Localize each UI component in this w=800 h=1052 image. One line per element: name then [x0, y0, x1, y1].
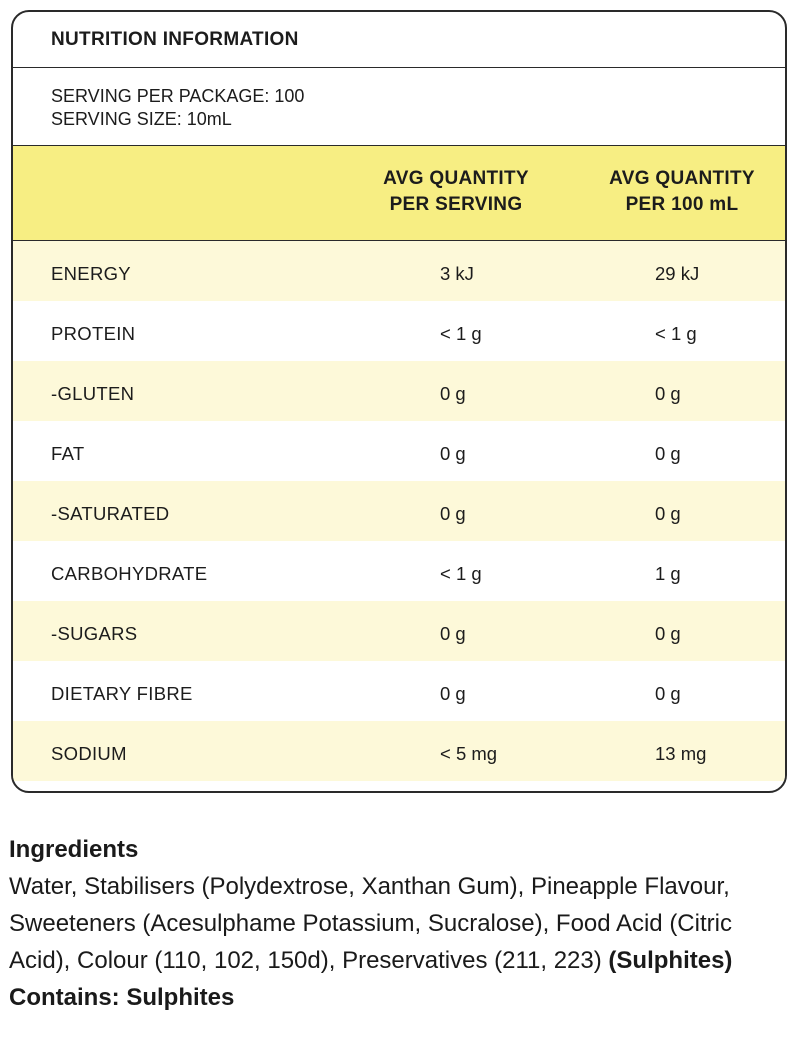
per-serving-value: 0 g: [440, 683, 466, 704]
col-header-per-100ml-line1: AVG QUANTITY: [609, 168, 755, 189]
nutrient-name: SODIUM: [51, 743, 127, 764]
per-100ml-value: < 1 g: [655, 323, 697, 344]
serving-size: SERVING SIZE: 10mL: [51, 109, 232, 129]
nutrient-name: DIETARY FIBRE: [51, 683, 193, 704]
table-row: ENERGY 3 kJ 29 kJ: [13, 241, 785, 301]
nutrient-name: -SATURATED: [51, 503, 170, 524]
col-header-per-100ml-line2: PER 100 mL: [625, 194, 739, 215]
nutrient-name: ENERGY: [51, 263, 131, 284]
per-serving-value: < 1 g: [440, 563, 482, 584]
table-row: SODIUM < 5 mg 13 mg: [13, 721, 785, 781]
table-row: -SATURATED 0 g 0 g: [13, 481, 785, 541]
per-serving-value: 0 g: [440, 443, 466, 464]
table-row: DIETARY FIBRE 0 g 0 g: [13, 661, 785, 721]
allergen-inline: (Sulphites): [608, 947, 733, 974]
serving-per-package: SERVING PER PACKAGE: 100: [51, 86, 305, 106]
per-100ml-value: 13 mg: [655, 743, 707, 764]
ingredients-list: Water, Stabilisers (Polydextrose, Xantha…: [9, 868, 789, 979]
nutrient-name: -GLUTEN: [51, 383, 135, 404]
ingredients-section: Ingredients Water, Stabilisers (Polydext…: [9, 831, 789, 1016]
serving-info: SERVING PER PACKAGE: 100 SERVING SIZE: 1…: [13, 68, 785, 146]
per-100ml-value: 1 g: [655, 563, 681, 584]
column-header: AVG QUANTITY PER SERVING AVG QUANTITY PE…: [13, 146, 785, 241]
per-serving-value: 3 kJ: [440, 263, 474, 284]
per-100ml-value: 0 g: [655, 383, 681, 404]
col-header-per-serving: AVG QUANTITY PER SERVING: [361, 166, 551, 218]
per-serving-value: 0 g: [440, 623, 466, 644]
col-header-per-100ml: AVG QUANTITY PER 100 mL: [587, 166, 777, 218]
per-100ml-value: 0 g: [655, 503, 681, 524]
nutrition-panel: NUTRITION INFORMATION SERVING PER PACKAG…: [11, 10, 787, 793]
col-header-per-serving-line2: PER SERVING: [389, 194, 523, 215]
table-row: CARBOHYDRATE < 1 g 1 g: [13, 541, 785, 601]
nutrient-rows: ENERGY 3 kJ 29 kJ PROTEIN < 1 g < 1 g -G…: [13, 241, 785, 781]
per-serving-value: < 5 mg: [440, 743, 498, 764]
ingredients-title: Ingredients: [9, 836, 139, 863]
nutrient-name: PROTEIN: [51, 323, 136, 344]
per-100ml-value: 0 g: [655, 683, 681, 704]
table-row: PROTEIN < 1 g < 1 g: [13, 301, 785, 361]
nutrient-name: FAT: [51, 443, 85, 464]
table-row: -SUGARS 0 g 0 g: [13, 601, 785, 661]
per-serving-value: < 1 g: [440, 323, 482, 344]
per-serving-value: 0 g: [440, 383, 466, 404]
col-header-per-serving-line1: AVG QUANTITY: [383, 168, 529, 189]
panel-title: NUTRITION INFORMATION: [13, 12, 785, 68]
nutrient-name: CARBOHYDRATE: [51, 563, 208, 584]
nutrient-name: -SUGARS: [51, 623, 138, 644]
contains-statement: Contains: Sulphites: [9, 984, 235, 1011]
table-row: -GLUTEN 0 g 0 g: [13, 361, 785, 421]
per-100ml-value: 0 g: [655, 443, 681, 464]
per-100ml-value: 0 g: [655, 623, 681, 644]
ingredients-text: Water, Stabilisers (Polydextrose, Xantha…: [9, 873, 732, 974]
per-100ml-value: 29 kJ: [655, 263, 700, 284]
table-row: FAT 0 g 0 g: [13, 421, 785, 481]
per-serving-value: 0 g: [440, 503, 466, 524]
